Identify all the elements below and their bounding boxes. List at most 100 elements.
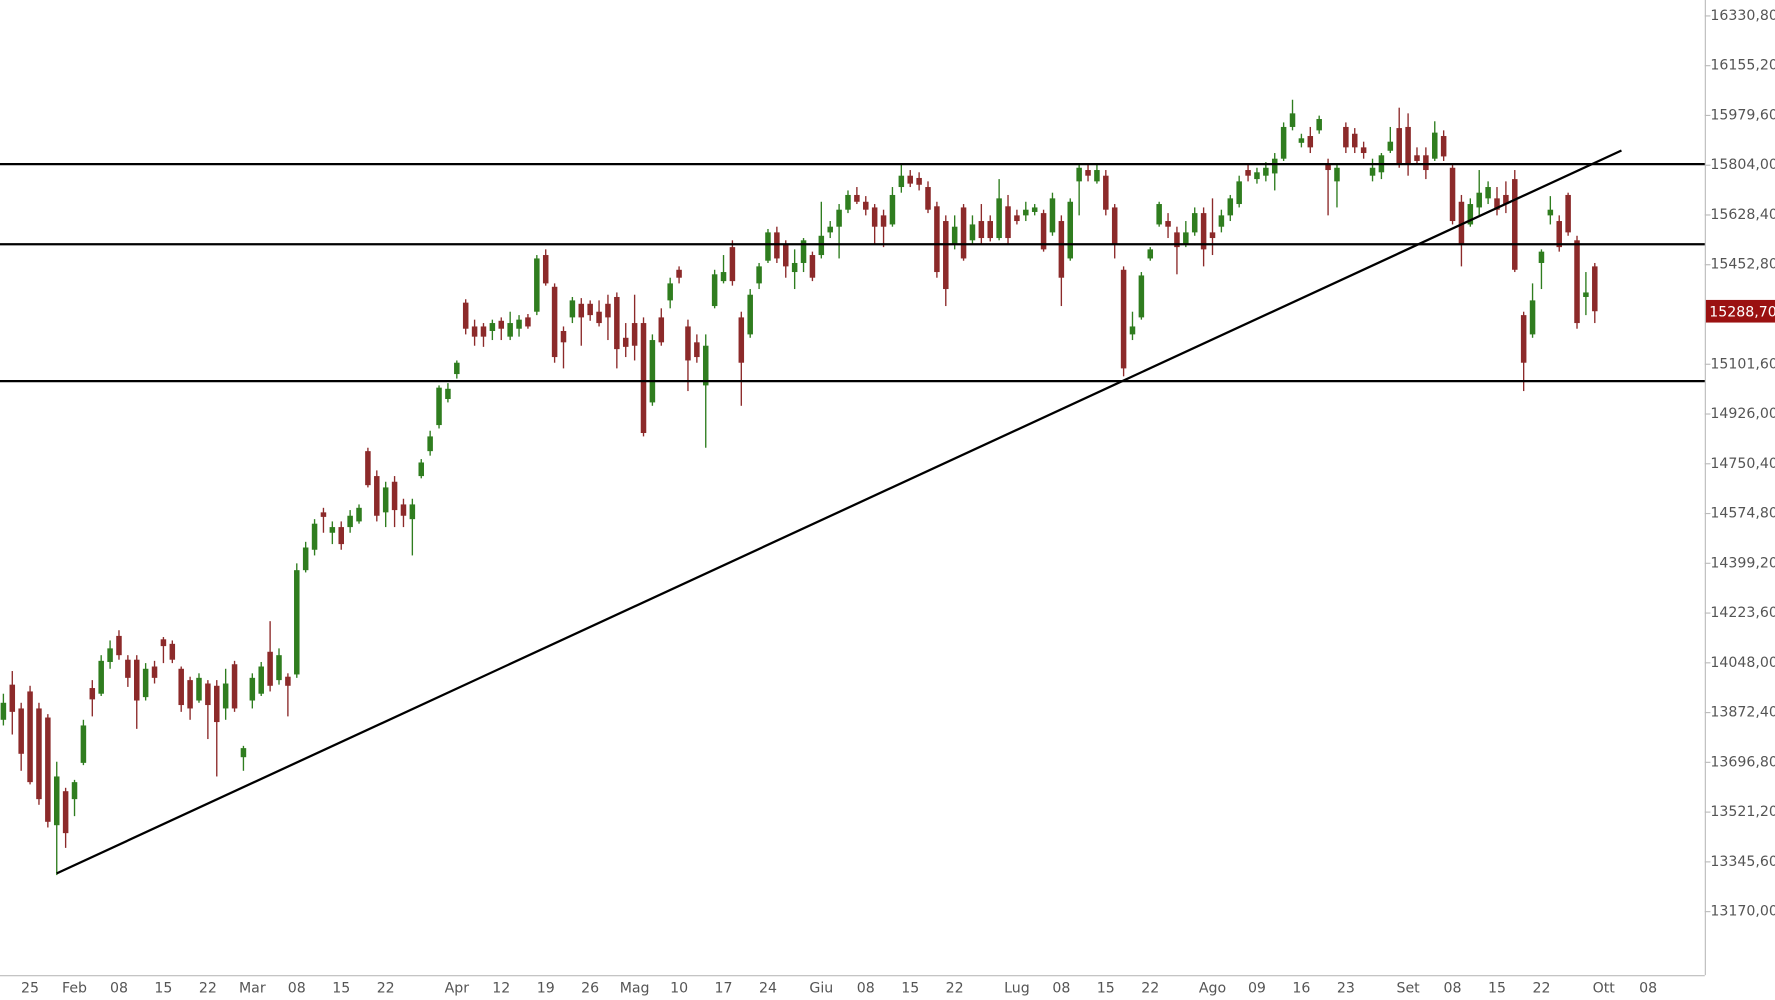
y-tick-label: 15804,00 (1710, 157, 1775, 173)
candle-body (1485, 187, 1491, 199)
candle-body (774, 232, 780, 259)
x-tick-label: 25 (21, 981, 39, 997)
candle-body (1014, 215, 1020, 222)
candle-body (1458, 201, 1465, 244)
candle-body (1583, 292, 1589, 297)
candle-body (391, 481, 398, 511)
candle-body (1174, 232, 1180, 248)
candle-body (1067, 201, 1074, 259)
candle-body (1556, 221, 1562, 248)
candle-body (285, 676, 291, 686)
candle-body (685, 326, 691, 361)
candle-body (1574, 240, 1580, 324)
candle-body (1360, 147, 1367, 154)
y-tick-label: 15628,40 (1710, 207, 1775, 223)
candle-body (1449, 167, 1456, 222)
candle-body (845, 194, 851, 210)
x-tick-label: 23 (1337, 981, 1355, 997)
candle-body (1343, 126, 1349, 148)
candle-body (1565, 194, 1571, 233)
y-tick-label: 13345,60 (1710, 854, 1775, 870)
candle-body (18, 708, 24, 754)
candle-body (854, 194, 860, 202)
candle-body (640, 323, 647, 434)
candle-body (196, 677, 202, 701)
candle-body (525, 317, 531, 327)
candle-body (765, 232, 771, 261)
candle-body (480, 326, 487, 337)
candle-body (827, 226, 833, 233)
candle-body (516, 319, 522, 329)
candle-body (311, 523, 318, 550)
x-tick-label: 15 (1097, 981, 1115, 997)
candle-body (1307, 136, 1314, 148)
candle-body (551, 286, 558, 358)
candle-body (125, 659, 131, 678)
y-tick-label: 14926,00 (1710, 406, 1775, 422)
candle-body (1280, 126, 1287, 159)
y-tick-label: 14048,00 (1710, 655, 1775, 671)
last-price-box (1705, 299, 1775, 323)
candle-body (302, 547, 309, 571)
candle-body (382, 487, 389, 513)
candle-body (880, 215, 887, 227)
x-tick-label: 22 (199, 981, 217, 997)
x-tick-label: Mar (239, 981, 266, 997)
x-tick-label: Lug (1004, 981, 1030, 997)
candle-body (943, 221, 949, 290)
candle-body (1049, 198, 1056, 233)
x-tick-label: Ott (1593, 981, 1616, 997)
candle-body (916, 177, 922, 185)
candle-body (649, 340, 656, 403)
candle-body (53, 776, 60, 826)
candle-body (1538, 251, 1545, 263)
candle-body (987, 221, 993, 239)
candle-body (720, 272, 727, 282)
candle-body (436, 387, 442, 426)
candle-body (45, 717, 51, 822)
x-tick-label: Mag (620, 981, 650, 997)
candle-body (1520, 315, 1527, 363)
candle-body (969, 224, 976, 241)
candle-body (1503, 194, 1509, 205)
candle-body (925, 187, 931, 210)
x-tick-label: 15 (332, 981, 350, 997)
x-tick-label: 09 (1248, 981, 1266, 997)
x-tick-label: 15 (154, 981, 172, 997)
candle-body (89, 688, 96, 700)
candle-body (871, 207, 878, 227)
candle-body (471, 326, 478, 337)
candle-body (1325, 164, 1331, 171)
y-tick-label: 15979,60 (1710, 107, 1775, 123)
candle-body (756, 266, 762, 284)
candle-body (1369, 167, 1376, 176)
candle-body (711, 274, 718, 307)
candle-body (622, 337, 629, 347)
candle-body (294, 570, 300, 675)
candle-body (9, 684, 16, 712)
candle-body (560, 330, 567, 343)
x-tick-label: 15 (901, 981, 919, 997)
candle-body (1414, 155, 1420, 161)
candle-body (578, 303, 585, 318)
candle-body (1156, 204, 1162, 225)
candle-body (1467, 204, 1474, 225)
x-tick-label: 15 (1488, 981, 1506, 997)
x-tick-label: 17 (715, 981, 733, 997)
candle-body (107, 648, 113, 662)
x-tick-label: 22 (946, 981, 964, 997)
candle-body (71, 782, 78, 800)
x-tick-label: 24 (759, 981, 777, 997)
candle-body (329, 527, 336, 533)
candle-body (489, 323, 496, 331)
candle-body (1263, 167, 1269, 176)
candle-body (1351, 133, 1358, 148)
candle-body (1432, 132, 1438, 159)
candle-body (907, 175, 913, 184)
x-tick-label: Giu (809, 981, 833, 997)
candle-body (534, 258, 540, 312)
candle-body (320, 512, 327, 517)
candle-body (702, 345, 709, 386)
